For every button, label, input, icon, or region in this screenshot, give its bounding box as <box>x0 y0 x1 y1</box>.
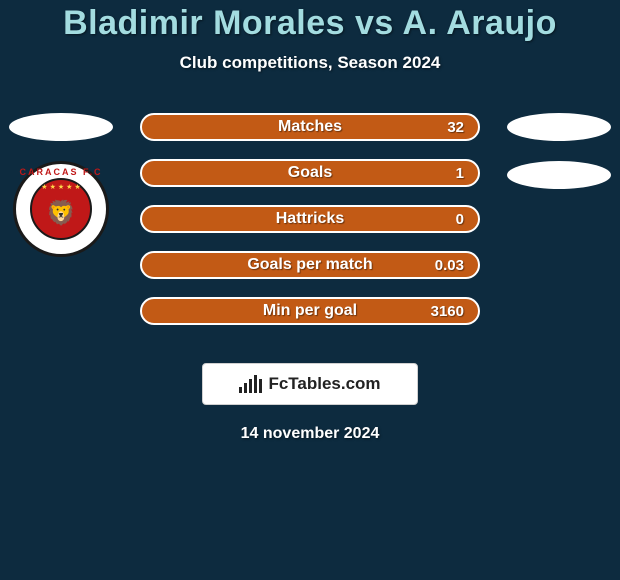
stat-value-right: 1 <box>456 165 464 182</box>
stat-value-right: 0.03 <box>435 257 464 274</box>
brand-watermark: FcTables.com <box>202 363 418 405</box>
stat-label: Min per goal <box>263 302 357 320</box>
club-name-text: CARACAS F.C <box>13 167 109 177</box>
club-badge-left: CARACAS F.C ★ ★ ★ ★ ★ 🦁 <box>13 161 109 257</box>
date-text: 14 november 2024 <box>0 425 620 443</box>
stat-row-goals-per-match: Goals per match 0.03 <box>140 251 480 279</box>
lion-icon: 🦁 <box>46 202 76 226</box>
stat-row-matches: Matches 32 <box>140 113 480 141</box>
right-player-column <box>504 113 614 189</box>
brand-text: FcTables.com <box>268 374 380 394</box>
subtitle: Club competitions, Season 2024 <box>0 53 620 73</box>
stat-row-min-per-goal: Min per goal 3160 <box>140 297 480 325</box>
stat-bars: Matches 32 Goals 1 Hattricks 0 Goals per… <box>140 113 480 325</box>
stat-label: Hattricks <box>276 210 344 228</box>
badge-stars: ★ ★ ★ ★ ★ <box>41 183 80 191</box>
stat-value-right: 0 <box>456 211 464 228</box>
player-photo-placeholder-right-1 <box>507 113 611 141</box>
star-icon: ★ <box>50 183 56 191</box>
badge-inner-disc: ★ ★ ★ ★ ★ 🦁 <box>30 178 92 240</box>
page-title: Bladimir Morales vs A. Araujo <box>0 4 620 43</box>
stat-value-right: 32 <box>447 119 464 136</box>
player-photo-placeholder-left <box>9 113 113 141</box>
content: Bladimir Morales vs A. Araujo Club compe… <box>0 0 620 443</box>
player-photo-placeholder-right-2 <box>507 161 611 189</box>
left-player-column: CARACAS F.C ★ ★ ★ ★ ★ 🦁 <box>6 113 116 257</box>
bar-chart-icon <box>239 375 262 393</box>
stat-label: Matches <box>278 118 342 136</box>
stat-label: Goals per match <box>247 256 372 274</box>
star-icon: ★ <box>66 183 72 191</box>
stat-value-right: 3160 <box>431 303 464 320</box>
comparison-card: Bladimir Morales vs A. Araujo Club compe… <box>0 0 620 580</box>
star-icon: ★ <box>41 183 47 191</box>
star-icon: ★ <box>58 183 64 191</box>
compare-area: CARACAS F.C ★ ★ ★ ★ ★ 🦁 <box>0 113 620 333</box>
star-icon: ★ <box>74 183 80 191</box>
stat-label: Goals <box>288 164 332 182</box>
stat-row-goals: Goals 1 <box>140 159 480 187</box>
stat-row-hattricks: Hattricks 0 <box>140 205 480 233</box>
